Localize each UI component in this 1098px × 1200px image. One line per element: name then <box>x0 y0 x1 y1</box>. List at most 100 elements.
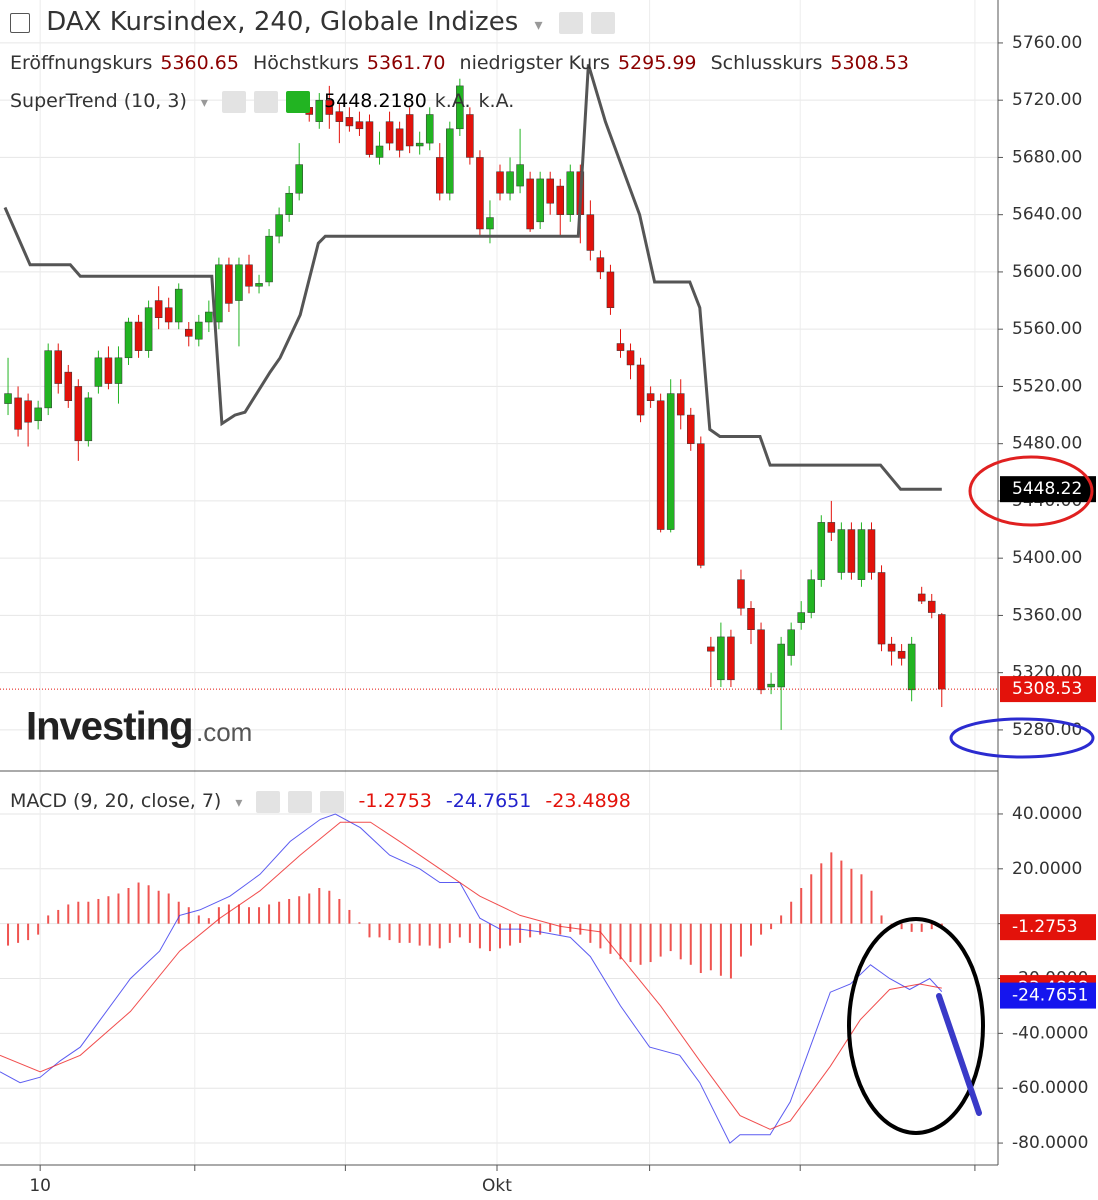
candle-body <box>446 128 454 194</box>
settings-icon[interactable] <box>590 11 615 34</box>
candle-body <box>687 414 695 444</box>
candle-body <box>556 185 565 215</box>
candle-body <box>164 307 173 323</box>
candle-body <box>606 271 615 308</box>
candle-body <box>184 328 193 337</box>
candle-body <box>596 257 605 273</box>
indicator-name: MACD (9, 20, close, 7) <box>10 790 222 812</box>
candle-body <box>325 99 334 115</box>
candle-body <box>144 307 153 351</box>
visibility-icon[interactable] <box>222 90 246 113</box>
legend-value: -23.4898 <box>545 790 631 812</box>
candle-body <box>104 357 113 384</box>
candle-body <box>636 364 645 416</box>
style-icon[interactable] <box>286 90 310 113</box>
na-label: k.A. <box>434 90 471 112</box>
supertrend-label: 5448.22 <box>1012 479 1082 499</box>
candle-body <box>285 192 293 215</box>
candle-body <box>355 121 364 130</box>
candle-body <box>456 85 464 130</box>
candle-body <box>34 407 42 422</box>
y-tick-label: 20.0000 <box>1012 859 1082 879</box>
ohlc-value: 5308.53 <box>830 52 909 74</box>
candle-body <box>195 321 203 340</box>
candle-body <box>807 579 816 613</box>
dropdown[interactable]: ▾ <box>534 15 543 34</box>
candle-body <box>727 636 735 681</box>
candle-body <box>697 443 705 566</box>
candle-body <box>14 397 22 430</box>
macd-legend: MACD (9, 20, close, 7) ▾ -1.2753 -24.765… <box>10 790 639 813</box>
candle-body <box>235 264 243 301</box>
candle-body <box>626 350 635 366</box>
candle-body <box>717 636 725 681</box>
histogram-label-box <box>1000 914 1096 941</box>
candle-body <box>526 178 534 230</box>
candle-body <box>114 357 123 384</box>
candle-body <box>847 529 856 573</box>
ohlc-legend: Eröffnungskurs 5360.65 Höchstkurs 5361.70 … <box>10 52 917 74</box>
watermark: Investing .com <box>26 705 252 749</box>
candle-body <box>476 157 484 230</box>
candle-body <box>375 145 384 158</box>
annotation-ellipse <box>949 717 1095 759</box>
annotation-arrow <box>936 993 982 1116</box>
y-tick-label: 5360.00 <box>1012 605 1082 625</box>
candle-body <box>225 264 233 304</box>
na-label: k.A. <box>478 90 515 112</box>
candle-body <box>415 142 424 147</box>
candle-body <box>907 643 916 691</box>
candle-body <box>536 178 544 223</box>
candle-body <box>24 400 32 423</box>
candle-body <box>84 397 93 442</box>
dropdown[interactable]: ▾ <box>200 95 208 111</box>
visibility-icon[interactable] <box>256 790 281 813</box>
candle-body <box>295 164 303 194</box>
settings-icon[interactable] <box>288 790 313 813</box>
x-tick-label: Okt <box>482 1176 512 1196</box>
annotation-ellipse <box>847 917 985 1135</box>
watermark-suffix: .com <box>196 717 252 747</box>
candle-body <box>215 264 223 323</box>
candle-body <box>385 121 394 144</box>
y-tick-label: 5640.00 <box>1012 205 1082 225</box>
settings-icon[interactable] <box>254 90 278 113</box>
candle-body <box>124 321 133 359</box>
ohlc-label: Eröffnungskurs <box>10 52 153 74</box>
candle-body <box>827 522 836 533</box>
dropdown[interactable]: ▾ <box>235 795 243 811</box>
last-price-label-box <box>1000 676 1096 703</box>
visibility-icon[interactable] <box>558 11 583 34</box>
collapse-button[interactable] <box>10 12 30 33</box>
y-tick-label: -80.0000 <box>1012 1133 1088 1153</box>
y-tick-label: -40.0000 <box>1012 1023 1088 1043</box>
candle-body <box>345 117 354 127</box>
remove-icon[interactable] <box>320 790 345 813</box>
candle-body <box>927 600 936 613</box>
candle-body <box>466 114 474 158</box>
ohlc-value: 5295.99 <box>617 52 697 74</box>
annotation-ellipse <box>968 455 1094 527</box>
candle-body <box>586 214 595 251</box>
supertrend-line <box>3 63 942 491</box>
candle-body <box>94 357 103 387</box>
candle-body <box>777 643 785 688</box>
candle-body <box>656 400 665 530</box>
macd-line <box>0 813 943 1144</box>
y-tick-label: 40.0000 <box>1012 804 1082 824</box>
ohlc-label: niedrigster Kurs <box>459 52 610 74</box>
ohlc-value: 5361.70 <box>366 52 446 74</box>
candle-body <box>365 121 374 155</box>
candle-body <box>4 393 12 404</box>
candle-body <box>787 629 795 656</box>
candle-body <box>506 171 514 194</box>
candle-body <box>917 593 926 602</box>
y-tick-label: 5760.00 <box>1012 33 1082 53</box>
candle-body <box>737 579 745 609</box>
candle-body <box>405 114 414 147</box>
candle-body <box>867 529 876 573</box>
candle-body <box>546 178 554 204</box>
candle-body <box>255 283 263 287</box>
y-tick-label: 5480.00 <box>1012 434 1082 454</box>
